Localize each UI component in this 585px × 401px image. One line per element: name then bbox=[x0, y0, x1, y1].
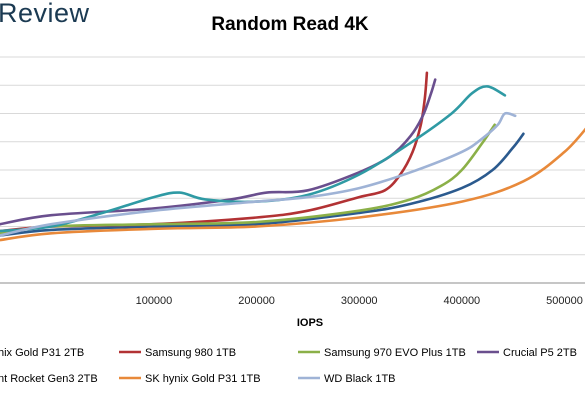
series-line-1 bbox=[0, 71, 429, 233]
legend-label: nt Rocket Gen3 2TB bbox=[0, 373, 98, 385]
series-line-6 bbox=[0, 111, 517, 237]
legend-label: Samsung 980 1TB bbox=[145, 347, 236, 359]
legend-label: Samsung 970 EVO Plus 1TB bbox=[324, 347, 466, 359]
legend-label: Crucial P5 2TB bbox=[503, 347, 577, 359]
legend-item: WD Black 1TB bbox=[298, 373, 396, 385]
series-lines bbox=[0, 71, 585, 242]
legend-item: Samsung 980 1TB bbox=[119, 347, 236, 359]
brand-logo-text: Review bbox=[0, 0, 90, 28]
series-line-4 bbox=[0, 85, 507, 233]
legend-item: SK hynix Gold P31 1TB bbox=[119, 373, 261, 385]
legend-item: hix Gold P31 2TB bbox=[0, 347, 84, 359]
legend-item: nt Rocket Gen3 2TB bbox=[0, 373, 98, 385]
x-tick-label: 400000 bbox=[443, 295, 480, 307]
x-tick-label: 500000 bbox=[546, 295, 583, 307]
legend-item: Samsung 970 EVO Plus 1TB bbox=[298, 347, 466, 359]
x-tick-label: 100000 bbox=[136, 295, 173, 307]
x-tick-label: 200000 bbox=[238, 295, 275, 307]
series-line-2 bbox=[0, 123, 496, 235]
legend-item: Crucial P5 2TB bbox=[477, 347, 577, 359]
series-line-5 bbox=[0, 127, 585, 242]
legend-label: hix Gold P31 2TB bbox=[0, 347, 84, 359]
series-line-0 bbox=[0, 132, 525, 237]
legend-label: WD Black 1TB bbox=[324, 373, 396, 385]
x-tick-label: 300000 bbox=[341, 295, 378, 307]
chart-title: Random Read 4K bbox=[211, 14, 369, 35]
x-tick-labels: 100000 200000 300000 400000 500000 bbox=[136, 295, 583, 307]
legend: hix Gold P31 2TB Samsung 980 1TB Samsung 9… bbox=[0, 347, 577, 385]
x-axis-label: IOPS bbox=[297, 317, 323, 329]
series-line-3 bbox=[0, 78, 437, 226]
legend-label: SK hynix Gold P31 1TB bbox=[145, 373, 261, 385]
